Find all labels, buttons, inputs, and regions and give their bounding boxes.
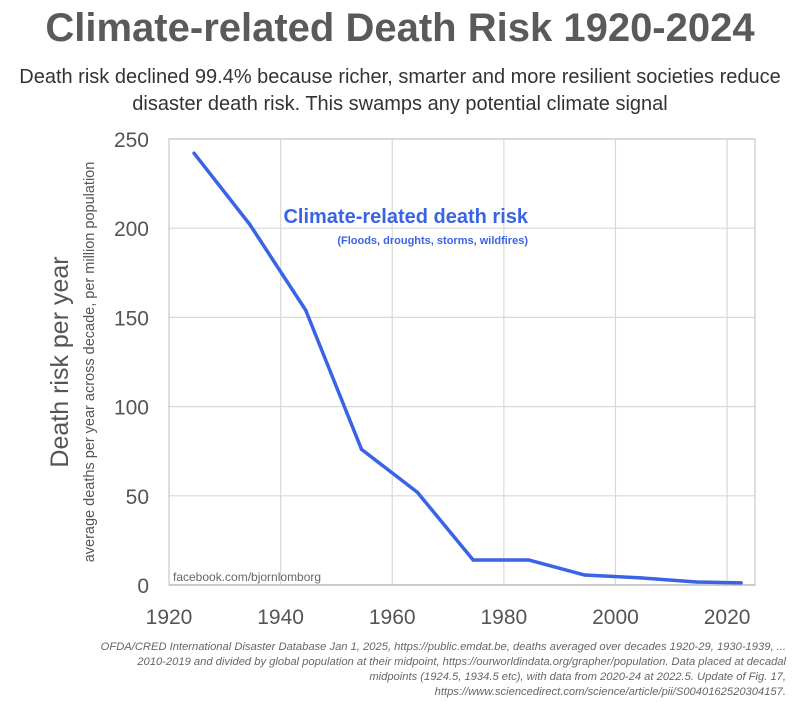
data-point bbox=[415, 490, 420, 494]
x-tick-label: 1920 bbox=[146, 606, 193, 629]
y-tick-label: 200 bbox=[114, 218, 149, 241]
y-tick-label: 50 bbox=[126, 486, 149, 509]
tick-labels: 0 50 100 150 200 250 1920 1940 1960 1980 2000 2020 bbox=[114, 129, 751, 629]
data-point bbox=[638, 576, 643, 580]
footnote: OFDA/CRED International Disaster Databas… bbox=[6, 640, 786, 700]
data-point bbox=[471, 558, 475, 562]
chart-title: Climate-related Death Risk 1920-2024 bbox=[45, 6, 755, 50]
watermark: facebook.com/bjornlomborg bbox=[173, 570, 321, 584]
data-point bbox=[359, 447, 364, 452]
data-point bbox=[248, 222, 252, 227]
y-tick-label: 0 bbox=[137, 575, 149, 598]
series-note: (Floods, droughts, storms, wildfires) bbox=[337, 235, 528, 247]
y-axis-label: Death risk per year bbox=[46, 256, 74, 467]
footnote-line: OFDA/CRED International Disaster Databas… bbox=[100, 641, 786, 653]
y-tick-label: 250 bbox=[114, 129, 149, 152]
y-tick-label: 100 bbox=[114, 397, 149, 420]
x-tick-label: 2020 bbox=[704, 606, 751, 629]
data-point bbox=[694, 580, 699, 584]
axes bbox=[168, 138, 756, 586]
footnote-line: https://www.sciencedirect.com/science/ar… bbox=[434, 686, 786, 698]
y-tick-label: 150 bbox=[114, 307, 149, 330]
x-tick-label: 2000 bbox=[592, 606, 639, 629]
data-point bbox=[739, 581, 743, 585]
y-axis-sublabel: average deaths per year across decade, p… bbox=[82, 162, 98, 563]
data-point bbox=[527, 558, 531, 562]
data-point bbox=[304, 308, 308, 312]
footnote-line: midpoints (1924.5, 1934.5 etc), with dat… bbox=[369, 671, 786, 683]
x-tick-label: 1940 bbox=[257, 606, 304, 629]
footnote-line: 2010-2019 and divided by global populati… bbox=[137, 656, 786, 668]
x-tick-label: 1980 bbox=[480, 606, 527, 629]
series-layer bbox=[192, 151, 743, 585]
x-tick-label: 1960 bbox=[369, 606, 416, 629]
data-point bbox=[583, 573, 587, 577]
data-point bbox=[192, 151, 196, 155]
series-label: Climate-related death risk bbox=[283, 206, 528, 228]
chart-subtitle: Death risk declined 99.4% because richer… bbox=[19, 66, 781, 115]
